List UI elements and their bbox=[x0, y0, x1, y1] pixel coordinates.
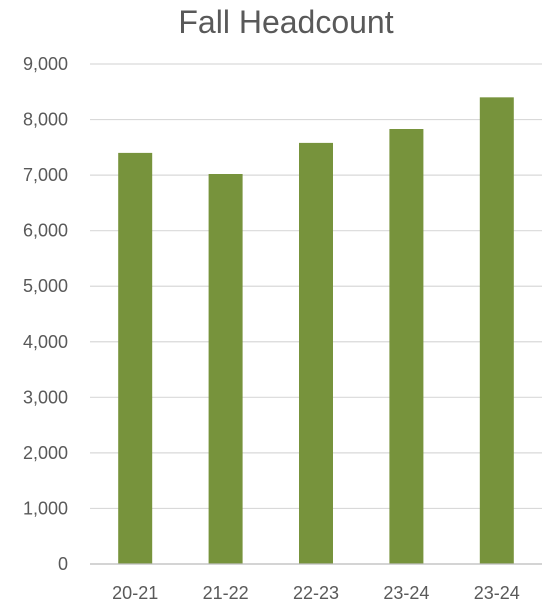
x-tick-label: 21-22 bbox=[203, 583, 249, 603]
x-tick-label: 23-24 bbox=[383, 583, 429, 603]
y-tick-label: 4,000 bbox=[23, 332, 68, 352]
y-tick-label: 2,000 bbox=[23, 443, 68, 463]
y-tick-label: 8,000 bbox=[23, 110, 68, 130]
bar-5 bbox=[479, 97, 514, 564]
bar-2 bbox=[208, 174, 243, 564]
y-tick-label: 9,000 bbox=[23, 54, 68, 74]
bar-3 bbox=[299, 142, 333, 564]
x-tick-label: 20-21 bbox=[112, 583, 158, 603]
chart-title: Fall Headcount bbox=[178, 4, 394, 40]
y-tick-label: 7,000 bbox=[23, 165, 68, 185]
y-tick-label: 1,000 bbox=[23, 498, 68, 518]
y-tick-label: 5,000 bbox=[23, 276, 68, 296]
bar-4 bbox=[389, 129, 424, 564]
y-tick-label: 3,000 bbox=[23, 387, 68, 407]
x-tick-label: 22-23 bbox=[293, 583, 339, 603]
y-tick-label: 0 bbox=[58, 554, 68, 574]
bar-1 bbox=[118, 152, 153, 564]
x-tick-label: 23-24 bbox=[474, 583, 520, 603]
y-tick-label: 6,000 bbox=[23, 221, 68, 241]
